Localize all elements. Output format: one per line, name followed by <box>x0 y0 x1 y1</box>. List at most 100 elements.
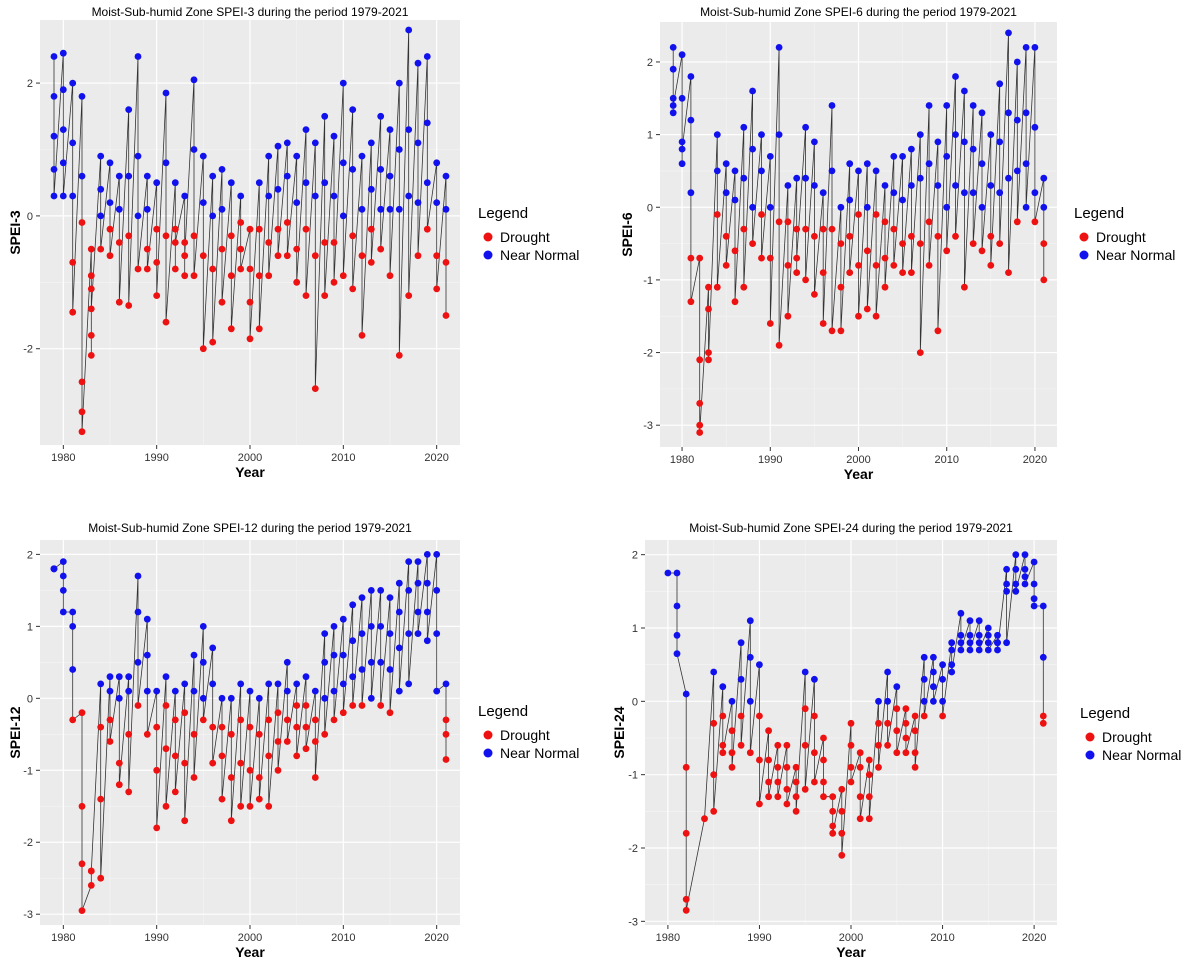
data-point-drought <box>925 218 933 226</box>
data-point-near-normal <box>59 558 67 565</box>
data-point-drought <box>819 320 827 327</box>
data-point-drought <box>801 741 809 749</box>
data-point-drought <box>125 730 133 738</box>
data-point-near-normal <box>996 189 1004 197</box>
data-point-drought <box>171 788 179 796</box>
data-point-drought <box>792 778 800 786</box>
data-point-near-normal <box>1022 109 1030 117</box>
data-point-near-normal <box>1030 602 1038 610</box>
data-point-drought <box>302 702 310 709</box>
data-point-near-normal <box>737 675 745 683</box>
data-point-near-normal <box>97 185 105 193</box>
data-point-drought <box>784 312 792 320</box>
data-point-drought <box>1039 719 1047 727</box>
data-point-drought <box>293 723 301 731</box>
data-point-near-normal <box>377 205 385 213</box>
data-point-drought <box>181 252 189 260</box>
data-point-near-normal <box>1003 565 1010 573</box>
data-point-near-normal <box>339 159 347 167</box>
data-point-drought <box>171 239 179 246</box>
x-tick-label: 2010 <box>331 452 355 464</box>
data-point-near-normal <box>115 673 123 681</box>
data-point-near-normal <box>925 102 933 109</box>
data-point-drought <box>330 278 338 286</box>
chart-panel-2: 1980 1990 2000 2010 2020 -3 -2 -1 0 1 2 Moist-Sub-h… <box>619 5 1175 482</box>
legend-key-drought <box>483 730 493 740</box>
data-point-near-normal <box>961 87 968 95</box>
data-point-drought <box>143 265 151 273</box>
data-point-drought <box>856 815 864 823</box>
data-point-drought <box>792 763 800 771</box>
data-point-drought <box>349 285 357 293</box>
chart-title: Moist-Sub-humid Zone SPEI-12 during the … <box>88 521 412 535</box>
data-point-drought <box>1039 712 1047 720</box>
data-point-near-normal <box>321 179 329 187</box>
data-point-drought <box>153 225 161 233</box>
data-point-near-normal <box>377 658 385 666</box>
data-point-near-normal <box>678 145 686 153</box>
data-point-near-normal <box>984 646 992 654</box>
data-point-near-normal <box>746 653 754 661</box>
x-tick-label: 1980 <box>51 932 75 944</box>
data-point-near-normal <box>934 182 942 189</box>
data-point-near-normal <box>969 189 977 197</box>
data-point-near-normal <box>994 639 1001 647</box>
data-point-near-normal <box>423 637 431 645</box>
data-point-near-normal <box>125 687 133 695</box>
data-point-drought <box>838 807 846 815</box>
data-point-drought <box>765 778 772 786</box>
data-point-drought <box>442 259 450 266</box>
data-point-drought <box>87 352 95 359</box>
data-point-near-normal <box>395 205 403 213</box>
data-point-near-normal <box>1012 551 1020 559</box>
data-point-near-normal <box>969 145 977 153</box>
data-point-drought <box>749 240 756 248</box>
data-point-drought <box>97 795 105 803</box>
data-point-near-normal <box>311 687 319 695</box>
data-point-near-normal <box>899 153 906 160</box>
data-point-near-normal <box>125 172 133 180</box>
data-point-drought <box>687 254 695 262</box>
data-point-near-normal <box>819 189 827 197</box>
data-point-drought <box>846 269 854 276</box>
data-point-drought <box>190 730 198 738</box>
data-point-drought <box>952 232 959 240</box>
data-point-drought <box>722 262 730 269</box>
data-point-drought <box>828 225 836 233</box>
data-point-drought <box>756 712 763 720</box>
data-point-near-normal <box>69 623 77 630</box>
data-point-near-normal <box>828 167 836 175</box>
data-point-near-normal <box>673 602 681 610</box>
x-tick-label: 2020 <box>1023 454 1047 466</box>
data-point-drought <box>246 298 254 306</box>
data-point-near-normal <box>162 673 170 681</box>
data-point-drought <box>775 341 783 349</box>
data-point-near-normal <box>349 166 357 173</box>
data-point-drought <box>143 730 151 738</box>
data-point-drought <box>218 245 226 253</box>
data-point-near-normal <box>846 160 854 168</box>
data-point-drought <box>162 318 170 326</box>
data-point-drought <box>209 759 217 767</box>
data-point-drought <box>181 272 189 280</box>
y-tick-label: -2 <box>23 344 33 356</box>
data-point-near-normal <box>134 53 142 60</box>
data-point-near-normal <box>1012 565 1020 573</box>
data-point-near-normal <box>339 79 347 87</box>
data-point-drought <box>987 262 995 269</box>
data-point-drought <box>865 815 873 823</box>
data-point-drought <box>811 749 818 757</box>
data-point-near-normal <box>321 658 329 666</box>
x-axis-label: Year <box>844 466 874 482</box>
data-point-near-normal <box>890 189 898 197</box>
data-point-near-normal <box>442 172 450 180</box>
data-point-near-normal <box>59 159 67 167</box>
data-point-near-normal <box>984 624 992 632</box>
data-point-drought <box>978 247 986 255</box>
data-point-near-normal <box>961 138 968 146</box>
data-point-near-normal <box>1031 189 1039 197</box>
data-point-near-normal <box>199 623 207 630</box>
data-point-drought <box>97 245 105 253</box>
data-point-drought <box>115 759 123 767</box>
data-point-drought <box>828 327 836 335</box>
